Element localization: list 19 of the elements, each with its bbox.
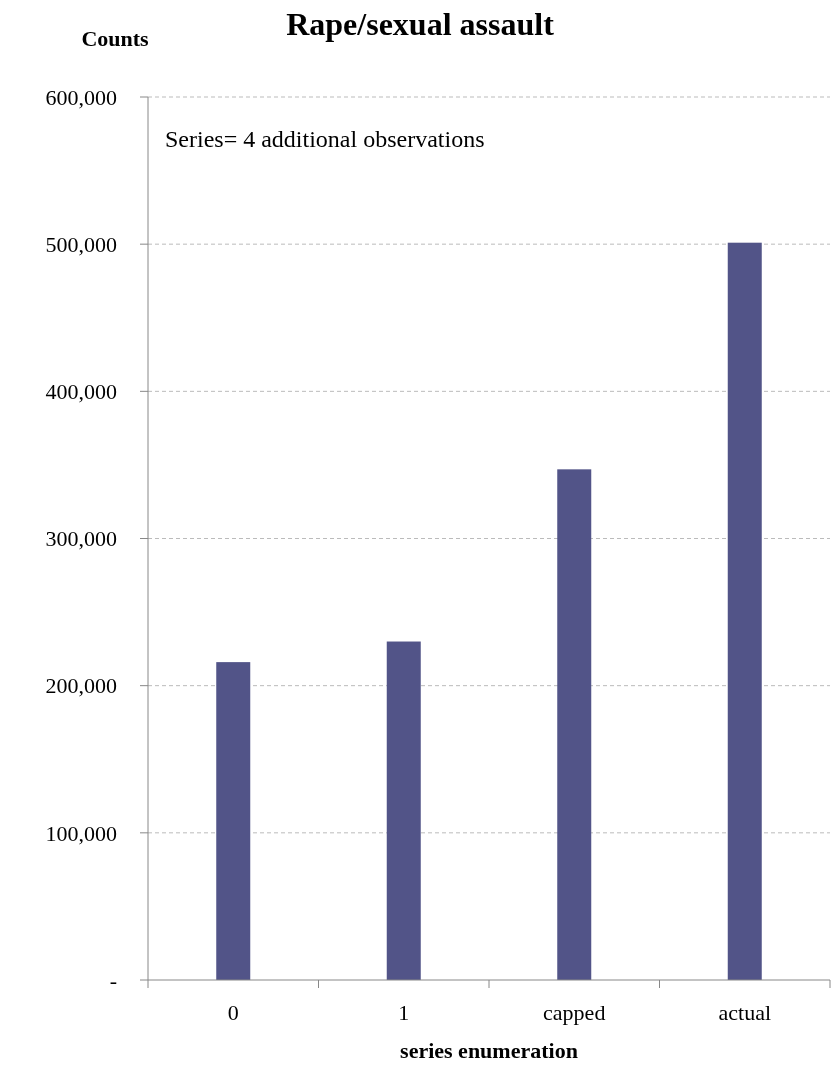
y-tick-label: 100,000 xyxy=(45,820,117,846)
bar xyxy=(216,662,251,980)
bar xyxy=(386,641,421,980)
x-tick-label: capped xyxy=(543,1000,606,1025)
y-tick-label: - xyxy=(109,967,117,993)
y-tick-label: 300,000 xyxy=(45,526,117,552)
annotation: Series= 4 additional observations xyxy=(165,126,485,152)
x-tick-label: 1 xyxy=(398,1000,410,1025)
y-tick-label: 600,000 xyxy=(45,84,117,110)
bar xyxy=(557,469,592,980)
bar xyxy=(727,242,762,980)
y-tick-label: 200,000 xyxy=(45,673,117,699)
y-axis-title: Counts xyxy=(81,26,150,51)
x-tick-label: 0 xyxy=(227,1000,239,1025)
y-tick-label: 500,000 xyxy=(45,231,117,257)
x-axis-title: series enumeration xyxy=(400,1038,578,1063)
y-tick-label: 400,000 xyxy=(45,379,117,405)
chart-title: Rape/sexual assault xyxy=(286,6,555,42)
x-tick-label: actual xyxy=(718,1000,772,1025)
